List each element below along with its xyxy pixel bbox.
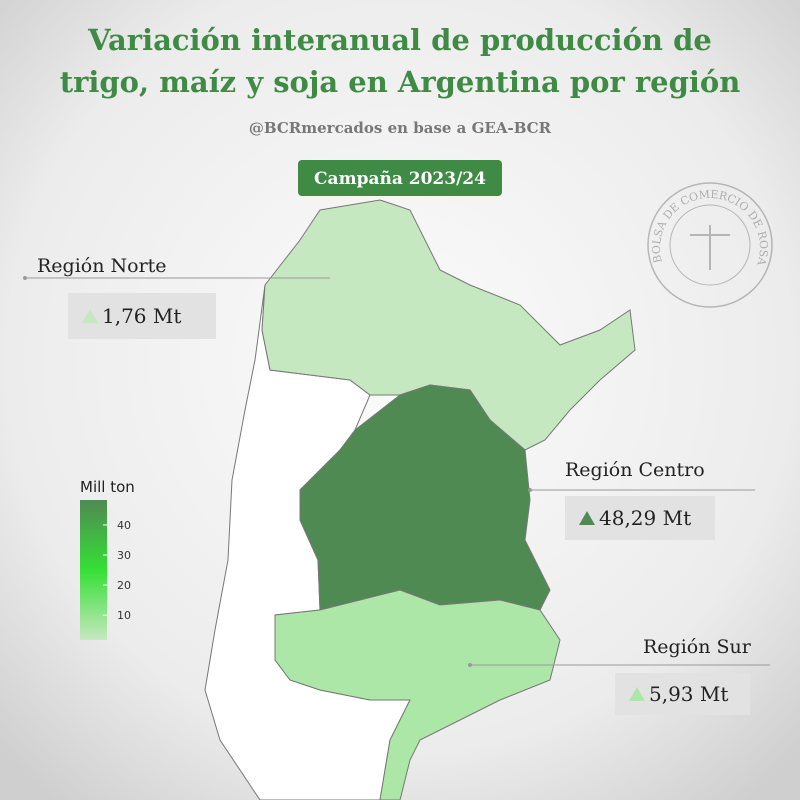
region: [261, 199, 636, 451]
trend-arrow: [82, 309, 98, 323]
title-line: Variación interanual de producción de: [87, 23, 712, 57]
subtitle: @BCRmercados en base a GEA-BCR: [249, 119, 552, 137]
trend-arrow: [629, 687, 645, 701]
legend-tick-label: 40: [117, 519, 131, 532]
legend-tick-label: 20: [117, 579, 131, 592]
legend-tick-label: 10: [117, 609, 131, 622]
leader-dot: [528, 488, 532, 492]
region: [274, 589, 561, 800]
legend-tick-label: 30: [117, 549, 131, 562]
region-name: Región Centro: [565, 459, 705, 481]
legend-title: Mill ton: [80, 478, 135, 496]
region-value: 1,76 Mt: [102, 304, 181, 328]
map: [204, 199, 636, 800]
region-value: 48,29 Mt: [599, 506, 691, 530]
color-bar: [80, 500, 107, 640]
region-value: 5,93 Mt: [649, 682, 728, 706]
badge: [298, 160, 502, 196]
title-line: trigo, maíz y soja en Argentina por regi…: [60, 65, 741, 99]
leader-dot: [468, 663, 472, 667]
badge-text: Campaña 2023/24: [314, 169, 486, 189]
region-name: Región Sur: [643, 636, 752, 658]
leader-dot: [23, 276, 27, 280]
region-name: Región Norte: [37, 255, 167, 277]
trend-arrow: [579, 511, 595, 525]
